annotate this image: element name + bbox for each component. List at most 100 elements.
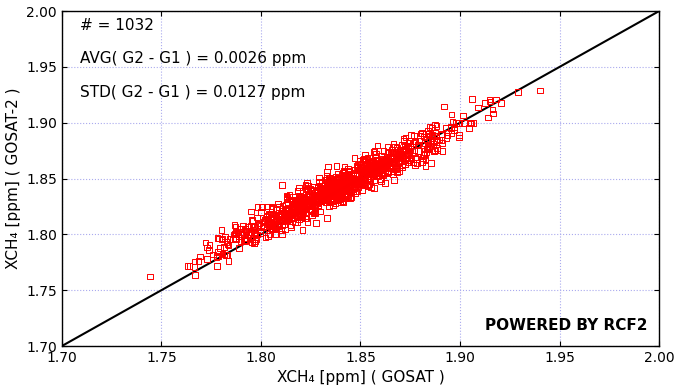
Point bbox=[316, 190, 326, 197]
Point bbox=[303, 188, 313, 194]
Point bbox=[326, 190, 337, 197]
Point bbox=[343, 171, 354, 178]
Point bbox=[302, 219, 313, 225]
Point bbox=[422, 141, 433, 147]
Point bbox=[358, 162, 369, 169]
Point bbox=[370, 160, 381, 167]
Point bbox=[277, 218, 288, 224]
Point bbox=[364, 165, 375, 171]
Point bbox=[221, 252, 232, 258]
Point bbox=[322, 181, 333, 187]
Point bbox=[403, 150, 413, 156]
Point bbox=[368, 171, 379, 178]
Point bbox=[222, 241, 233, 247]
Point bbox=[271, 217, 282, 223]
Point bbox=[291, 203, 302, 209]
Point bbox=[335, 180, 345, 186]
Point bbox=[346, 194, 357, 200]
Point bbox=[424, 145, 435, 151]
Text: POWERED BY RCF2: POWERED BY RCF2 bbox=[485, 317, 647, 333]
Point bbox=[441, 132, 452, 138]
Point bbox=[339, 190, 350, 196]
Point bbox=[282, 206, 293, 212]
Point bbox=[266, 203, 277, 210]
Point bbox=[304, 201, 315, 207]
Point bbox=[369, 178, 380, 184]
Point bbox=[294, 193, 305, 199]
Point bbox=[377, 169, 388, 175]
Point bbox=[286, 215, 296, 221]
Point bbox=[287, 197, 298, 203]
Point bbox=[321, 173, 332, 179]
Point bbox=[324, 186, 335, 192]
Point bbox=[315, 199, 326, 205]
Point bbox=[373, 170, 384, 176]
Point bbox=[337, 180, 347, 186]
Point bbox=[379, 163, 390, 169]
Point bbox=[267, 211, 278, 217]
Point bbox=[286, 204, 297, 210]
Point bbox=[334, 195, 345, 201]
Point bbox=[306, 187, 317, 193]
Point bbox=[335, 191, 346, 197]
Point bbox=[335, 178, 346, 185]
Point bbox=[337, 188, 347, 194]
Point bbox=[359, 177, 370, 183]
Point bbox=[356, 166, 367, 172]
Point bbox=[351, 179, 362, 185]
Point bbox=[445, 125, 456, 131]
Point bbox=[261, 212, 272, 219]
Point bbox=[340, 196, 351, 202]
Point bbox=[287, 215, 298, 221]
Point bbox=[363, 163, 374, 170]
Point bbox=[264, 225, 275, 231]
Point bbox=[348, 184, 359, 190]
Point bbox=[394, 147, 405, 153]
Point bbox=[287, 197, 298, 203]
Point bbox=[397, 149, 408, 155]
Point bbox=[371, 169, 381, 176]
Point bbox=[295, 203, 306, 209]
Point bbox=[307, 193, 318, 199]
Point bbox=[311, 192, 322, 198]
Point bbox=[398, 138, 409, 144]
Point bbox=[391, 158, 402, 164]
Point bbox=[292, 188, 303, 194]
Point bbox=[322, 180, 333, 187]
Point bbox=[324, 203, 335, 210]
Point bbox=[331, 163, 342, 169]
Point bbox=[336, 181, 347, 187]
Point bbox=[200, 239, 211, 246]
Point bbox=[371, 163, 381, 169]
Point bbox=[294, 198, 305, 204]
Point bbox=[358, 174, 369, 181]
Point bbox=[321, 197, 332, 203]
Point bbox=[458, 112, 469, 118]
Point bbox=[324, 174, 335, 181]
Point bbox=[324, 190, 335, 196]
Point bbox=[201, 256, 212, 262]
Point bbox=[343, 179, 354, 185]
Point bbox=[339, 164, 350, 170]
Point bbox=[313, 188, 324, 194]
Point bbox=[335, 182, 346, 188]
Point bbox=[248, 227, 259, 233]
Point bbox=[400, 134, 411, 140]
Point bbox=[323, 196, 334, 202]
Point bbox=[252, 222, 263, 228]
Point bbox=[343, 182, 354, 188]
Point bbox=[335, 190, 346, 196]
Point bbox=[534, 88, 545, 94]
Point bbox=[244, 235, 255, 241]
Point bbox=[404, 149, 415, 155]
Point bbox=[305, 194, 316, 200]
Point bbox=[346, 175, 357, 181]
Point bbox=[298, 201, 309, 208]
Point bbox=[308, 202, 319, 208]
Point bbox=[275, 212, 286, 218]
Point bbox=[258, 224, 269, 230]
Point bbox=[316, 196, 327, 203]
Point bbox=[355, 181, 366, 187]
Point bbox=[337, 188, 348, 194]
Point bbox=[370, 161, 381, 168]
